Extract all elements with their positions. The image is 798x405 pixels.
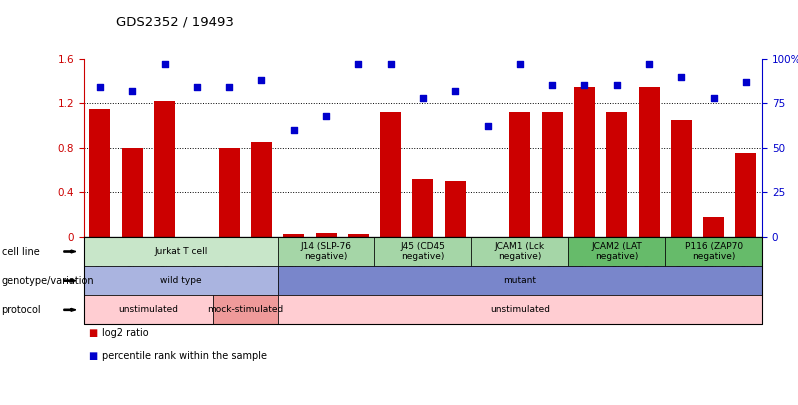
Point — [287, 127, 300, 133]
Bar — [251, 142, 272, 237]
Bar — [606, 112, 627, 237]
Text: mock-stimulated: mock-stimulated — [207, 305, 283, 314]
Bar — [509, 112, 531, 237]
Point — [448, 87, 461, 94]
Bar — [638, 87, 659, 237]
Point — [578, 82, 591, 89]
Text: unstimulated: unstimulated — [490, 305, 550, 314]
Text: GDS2352 / 19493: GDS2352 / 19493 — [116, 15, 234, 28]
Point — [675, 73, 688, 80]
Point — [223, 84, 235, 90]
Point — [126, 87, 139, 94]
Bar — [122, 148, 143, 237]
Text: ■: ■ — [88, 328, 97, 339]
Text: log2 ratio: log2 ratio — [102, 328, 148, 339]
Point — [255, 77, 268, 83]
Text: unstimulated: unstimulated — [118, 305, 179, 314]
Point — [320, 113, 333, 119]
Bar — [574, 87, 595, 237]
Bar — [542, 112, 563, 237]
Bar — [283, 234, 304, 237]
Bar — [736, 153, 757, 237]
Bar — [444, 181, 466, 237]
Text: wild type: wild type — [160, 276, 202, 285]
Point — [642, 61, 655, 67]
Bar — [154, 101, 175, 237]
Text: Jurkat T cell: Jurkat T cell — [154, 247, 207, 256]
Text: JCAM2 (LAT
negative): JCAM2 (LAT negative) — [591, 242, 642, 261]
Point — [707, 95, 720, 101]
Text: ■: ■ — [88, 351, 97, 361]
Point — [740, 79, 753, 85]
Point — [352, 61, 365, 67]
Bar — [348, 234, 369, 237]
Point — [610, 82, 623, 89]
Bar — [315, 233, 337, 237]
Bar — [671, 120, 692, 237]
Point — [158, 61, 171, 67]
Point — [481, 123, 494, 130]
Text: mutant: mutant — [504, 276, 536, 285]
Text: percentile rank within the sample: percentile rank within the sample — [102, 351, 267, 361]
Bar — [413, 179, 433, 237]
Text: J45 (CD45
negative): J45 (CD45 negative) — [401, 242, 445, 261]
Point — [417, 95, 429, 101]
Bar — [703, 217, 724, 237]
Text: cell line: cell line — [2, 247, 39, 256]
Point — [385, 61, 397, 67]
Text: J14 (SLP-76
negative): J14 (SLP-76 negative) — [301, 242, 352, 261]
Text: genotype/variation: genotype/variation — [2, 276, 94, 286]
Text: protocol: protocol — [2, 305, 41, 315]
Text: P116 (ZAP70
negative): P116 (ZAP70 negative) — [685, 242, 743, 261]
Bar — [219, 148, 239, 237]
Text: JCAM1 (Lck
negative): JCAM1 (Lck negative) — [495, 242, 545, 261]
Point — [93, 84, 106, 90]
Point — [191, 84, 203, 90]
Point — [513, 61, 526, 67]
Point — [546, 82, 559, 89]
Bar — [89, 109, 110, 237]
Bar — [380, 112, 401, 237]
